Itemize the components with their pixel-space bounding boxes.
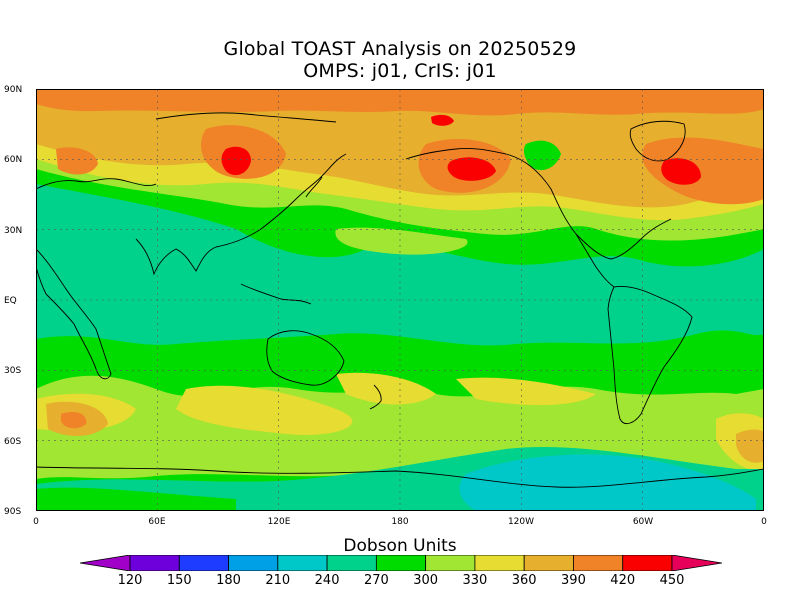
coast-nz bbox=[369, 384, 382, 410]
colorbar-label: 390 bbox=[561, 573, 586, 588]
coast-indonesia bbox=[240, 283, 312, 305]
coast-antarctica bbox=[36, 466, 764, 488]
colorbar-box bbox=[375, 555, 427, 571]
colorbar-label: 330 bbox=[462, 573, 488, 588]
colorbar bbox=[80, 555, 722, 571]
lat-label: 30N bbox=[4, 226, 23, 236]
map-border bbox=[36, 89, 764, 511]
colorbar-box bbox=[129, 555, 180, 571]
coast-india bbox=[135, 238, 217, 276]
colorbar-box bbox=[622, 555, 673, 571]
lat-label: 60S bbox=[4, 437, 22, 447]
lon-label: 0 bbox=[33, 517, 39, 527]
colorbar-label: 270 bbox=[363, 573, 389, 588]
colorbar-label: 420 bbox=[610, 573, 636, 588]
colorbar-box bbox=[523, 555, 574, 571]
lon-label: 120W bbox=[507, 517, 535, 527]
field-nh-390 bbox=[36, 89, 764, 208]
lat-label: 60N bbox=[4, 155, 23, 165]
lon-label: 120E bbox=[267, 517, 291, 527]
colorbar-right-arrow bbox=[671, 555, 722, 571]
coast-alaska bbox=[405, 148, 507, 160]
coast-north-america bbox=[505, 153, 672, 260]
colorbar-label: 240 bbox=[314, 573, 340, 588]
field-nh-450-b bbox=[447, 157, 496, 181]
colorbar-box bbox=[573, 555, 624, 571]
coastlines bbox=[36, 112, 764, 488]
colorbar-box bbox=[277, 555, 328, 571]
field-sh-360-c bbox=[456, 377, 596, 406]
map-title: Global TOAST Analysis on 20250529 bbox=[223, 38, 577, 60]
colorbar-label: 450 bbox=[659, 573, 685, 588]
colorbar-box bbox=[228, 555, 279, 571]
colorbar-label: 300 bbox=[413, 573, 439, 588]
lat-label: 30S bbox=[4, 366, 22, 376]
field-ant-300 bbox=[36, 487, 236, 511]
colorbar-label: 360 bbox=[511, 573, 537, 588]
lon-label: 60E bbox=[148, 517, 166, 527]
colorbar-label: 210 bbox=[265, 573, 291, 588]
colorbar-box bbox=[326, 555, 377, 571]
field-nh-300-pocket bbox=[523, 140, 561, 171]
colorbar-label: 180 bbox=[216, 573, 241, 588]
lon-label: 60W bbox=[632, 517, 654, 527]
field-nh-420-c bbox=[642, 137, 764, 205]
colorbar-box bbox=[425, 555, 476, 571]
coast-arctic bbox=[155, 112, 337, 123]
colorbar-title: Dobson Units bbox=[343, 536, 457, 556]
colorbar-left-arrow bbox=[80, 555, 131, 571]
field-pac-330 bbox=[335, 227, 468, 255]
coast-south-america bbox=[607, 286, 693, 425]
field-sh-420 bbox=[61, 412, 87, 429]
colorbar-box bbox=[178, 555, 229, 571]
coast-australia bbox=[266, 330, 345, 386]
field-sh-390-b bbox=[736, 429, 764, 463]
ozone-map bbox=[36, 89, 764, 511]
field-nh-450-d bbox=[661, 158, 701, 185]
coast-japan bbox=[305, 176, 323, 198]
gridlines bbox=[36, 89, 764, 511]
field-nh-450-c bbox=[431, 114, 454, 126]
field-sh-360-b bbox=[336, 372, 436, 405]
coast-africa bbox=[36, 248, 112, 380]
colorbar-boxes bbox=[129, 555, 673, 571]
colorbar-label: 150 bbox=[166, 573, 192, 588]
coast-asia bbox=[215, 153, 347, 248]
field-ant-240 bbox=[459, 454, 756, 511]
field-nh-420-d bbox=[56, 147, 98, 175]
coast-europe bbox=[36, 178, 157, 190]
lon-label: 0 bbox=[761, 517, 767, 527]
lat-label: EQ bbox=[4, 296, 17, 306]
lat-label: 90N bbox=[4, 85, 23, 95]
colorbar-box bbox=[474, 555, 525, 571]
field-sh-360-a bbox=[176, 385, 353, 435]
lat-label: 90S bbox=[4, 507, 22, 517]
lon-label: 180 bbox=[391, 517, 409, 527]
coast-central-america bbox=[575, 233, 615, 288]
map-subtitle: OMPS: j01, CrIS: j01 bbox=[303, 60, 497, 82]
field-nh-450-a bbox=[221, 146, 251, 176]
colorbar-label: 120 bbox=[117, 573, 143, 588]
